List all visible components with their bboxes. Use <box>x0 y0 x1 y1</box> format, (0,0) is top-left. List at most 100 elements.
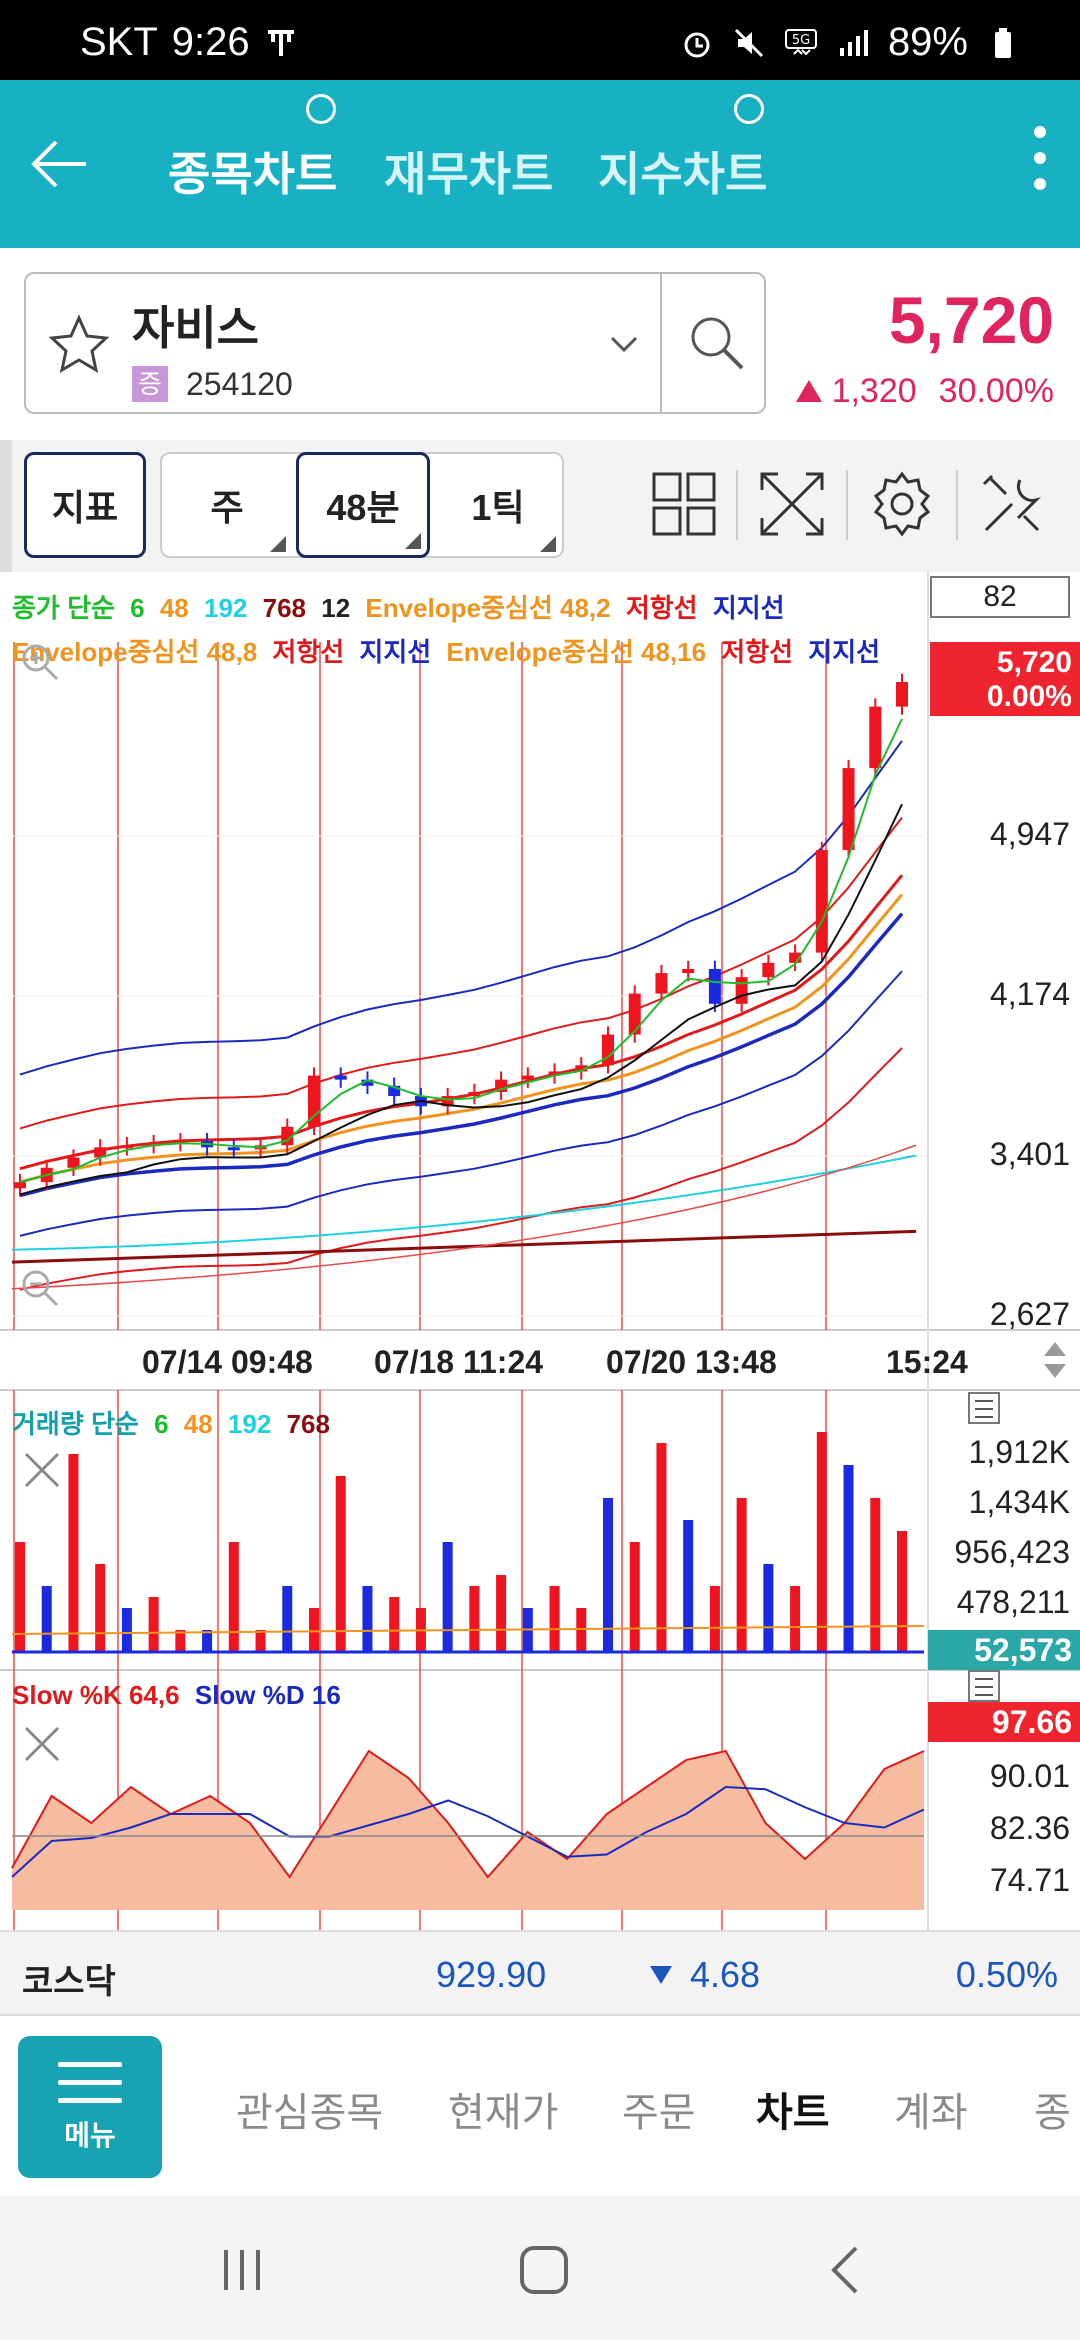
gear-icon[interactable] <box>866 468 938 540</box>
candle-body <box>869 706 882 769</box>
recent-apps-icon[interactable] <box>214 2242 270 2298</box>
x-label-4: 15:24 <box>886 1344 968 1380</box>
tools-icon[interactable] <box>976 468 1048 540</box>
index-name: 코스닥 <box>22 1963 116 2001</box>
legend-ma768: 768 <box>262 593 307 623</box>
tag-percent: 0.00% <box>986 680 1072 713</box>
nav-account[interactable]: 계좌 <box>894 2091 968 2135</box>
stock-selector[interactable]: 자비스 증 254120 <box>24 272 766 414</box>
index-bar[interactable]: 코스닥 929.90 4.68 0.50% <box>0 1930 1080 2016</box>
grid-layout-icon[interactable] <box>648 468 720 540</box>
candle-body <box>548 1071 561 1076</box>
envelope-resistance-line <box>19 874 904 1171</box>
vol-y-label-3: 956,423 <box>954 1534 1070 1570</box>
back-icon[interactable] <box>820 2242 876 2298</box>
volume-current-tag: 52,573 <box>928 1630 1080 1670</box>
current-price-tag: 5,720 0.00% <box>930 642 1080 716</box>
tab-stock-chart[interactable]: 종목차트 <box>168 94 337 204</box>
fullscreen-icon[interactable] <box>756 468 828 540</box>
candle-body <box>896 682 908 707</box>
candle-body <box>628 993 641 1035</box>
chevron-down-icon[interactable] <box>604 324 644 364</box>
menu-button[interactable]: 메뉴 <box>18 2036 162 2178</box>
period-48min-button[interactable]: 48분 <box>296 452 430 558</box>
carrier-label: SKT <box>80 20 158 64</box>
legend-envelope-1: Envelope중심선 48,2 <box>365 593 611 623</box>
lower-band-line <box>11 1144 917 1290</box>
close-volume-icon[interactable] <box>20 1448 64 1492</box>
notification-icon <box>267 29 294 56</box>
candle-body <box>227 1147 240 1151</box>
vol-y-label-4: 478,211 <box>956 1584 1070 1620</box>
y-label-4: 2,627 <box>989 1296 1070 1332</box>
candle-body <box>575 1065 588 1072</box>
home-icon[interactable] <box>516 2242 572 2298</box>
search-icon[interactable] <box>684 310 750 376</box>
period-tick-button[interactable]: 1틱 <box>434 452 562 558</box>
scale-toggle-icon[interactable] <box>1042 1338 1068 1382</box>
index-change-value: 4.68 <box>690 1954 761 1995</box>
volume-bar <box>763 1564 774 1652</box>
zoom-in-icon[interactable] <box>18 640 62 684</box>
volume-bar <box>870 1498 881 1652</box>
candle-body <box>655 973 668 994</box>
nav-order[interactable]: 주문 <box>622 2091 696 2135</box>
candle-body <box>120 1145 133 1149</box>
candle-body <box>762 962 775 978</box>
stoch-menu-icon[interactable] <box>968 1670 1000 1702</box>
tab-financial-chart[interactable]: 재무차트 <box>384 138 553 204</box>
favorite-star-icon[interactable] <box>46 312 112 378</box>
volume-bar <box>202 1630 213 1652</box>
period-week-button[interactable]: 주 <box>162 452 292 558</box>
legend-envelope-2: Envelope중심선 48,8 <box>12 637 258 667</box>
view-count-box[interactable]: 82 <box>930 576 1070 618</box>
divider <box>736 470 738 540</box>
candle-body <box>842 768 855 851</box>
legend-vol-ma48: 48 <box>183 1409 213 1439</box>
tab-link-icon <box>306 94 336 124</box>
volume-bar <box>389 1597 400 1652</box>
chart-canvas[interactable] <box>0 572 1080 1930</box>
zoom-out-icon[interactable] <box>18 1266 62 1310</box>
tab-index-chart[interactable]: 지수차트 <box>598 94 767 204</box>
candle-body <box>388 1085 401 1097</box>
clock: 9:26 <box>171 20 250 64</box>
status-bar: SKT 9:26 5G 89% <box>0 0 1080 80</box>
tag-price: 5,720 <box>996 646 1072 679</box>
slow-k-line <box>11 1749 925 1879</box>
volume-ma48-line <box>11 1625 925 1635</box>
indicator-label: 지표 <box>51 487 119 528</box>
volume-menu-icon[interactable] <box>968 1392 1000 1424</box>
volume-bar <box>897 1531 907 1652</box>
chart-area[interactable]: 종가 단순 6 48 192 768 12 Envelope중심선 48,2 저… <box>0 572 1080 1930</box>
side-handle[interactable] <box>0 440 12 572</box>
envelope-support-line <box>19 1047 903 1291</box>
back-arrow-icon[interactable] <box>28 132 92 196</box>
system-nav-bar <box>0 2196 1080 2340</box>
nav-more[interactable]: 종 <box>1034 2091 1071 2135</box>
candle-body <box>468 1091 481 1097</box>
price-change: 1,320 30.00% <box>795 372 1054 411</box>
more-options-icon[interactable] <box>1030 126 1050 202</box>
indicator-button[interactable]: 지표 <box>24 452 146 558</box>
nav-watchlist[interactable]: 관심종목 <box>236 2091 384 2135</box>
x-label-3: 07/20 13:48 <box>606 1344 777 1380</box>
legend-support-2: 지지선 <box>359 637 432 667</box>
down-arrow-icon <box>650 1966 672 1984</box>
legend-ma-label: 종가 단순 <box>12 593 115 623</box>
divider <box>956 470 958 540</box>
legend-volume-label: 거래량 단순 <box>12 1409 139 1439</box>
index-change: 4.68 <box>650 1954 760 1996</box>
index-percent: 0.50% <box>955 1954 1058 1995</box>
close-stoch-icon[interactable] <box>20 1722 64 1766</box>
index-value: 929.90 <box>436 1954 547 1995</box>
volume-bar <box>309 1608 319 1652</box>
volume-bar <box>175 1630 186 1652</box>
nav-current-price[interactable]: 현재가 <box>448 2091 559 2135</box>
nav-chart[interactable]: 차트 <box>756 2091 830 2135</box>
volume-bar <box>121 1608 132 1652</box>
volume-bar <box>282 1586 293 1652</box>
market-badge: 증 <box>132 366 168 402</box>
volume-bar <box>549 1586 560 1652</box>
battery-icon <box>995 27 1011 58</box>
